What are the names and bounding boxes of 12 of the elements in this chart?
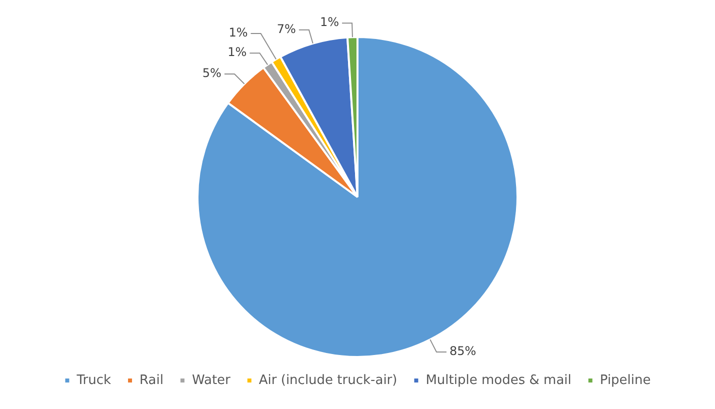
data-label: 85% [449,344,476,358]
legend-label: Water [192,372,232,388]
legend-label: Rail [140,372,164,388]
legend-label: Air (include truck-air) [258,372,398,388]
data-label: 5% [202,66,222,80]
legend-label: Pipeline [600,372,651,388]
legend-label: Multiple modes & mail [426,372,572,388]
data-label: 1% [228,26,248,40]
data-label: 7% [276,22,296,36]
legend-label: Truck [76,372,112,388]
data-label: 1% [320,15,340,30]
data-label: 1% [228,45,247,60]
